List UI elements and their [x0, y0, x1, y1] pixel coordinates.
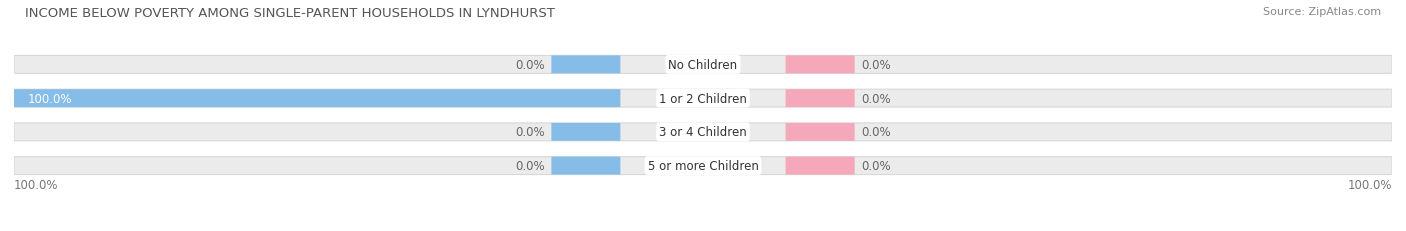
- FancyBboxPatch shape: [786, 56, 855, 74]
- FancyBboxPatch shape: [14, 56, 1392, 74]
- FancyBboxPatch shape: [786, 90, 855, 108]
- Text: No Children: No Children: [668, 59, 738, 72]
- Text: 5 or more Children: 5 or more Children: [648, 159, 758, 172]
- Text: INCOME BELOW POVERTY AMONG SINGLE-PARENT HOUSEHOLDS IN LYNDHURST: INCOME BELOW POVERTY AMONG SINGLE-PARENT…: [25, 7, 555, 20]
- Text: 0.0%: 0.0%: [515, 126, 544, 139]
- FancyBboxPatch shape: [551, 123, 620, 141]
- Text: 1 or 2 Children: 1 or 2 Children: [659, 92, 747, 105]
- FancyBboxPatch shape: [14, 90, 620, 108]
- Text: 3 or 4 Children: 3 or 4 Children: [659, 126, 747, 139]
- FancyBboxPatch shape: [551, 157, 620, 175]
- Text: 0.0%: 0.0%: [515, 159, 544, 172]
- Text: 0.0%: 0.0%: [862, 92, 891, 105]
- FancyBboxPatch shape: [14, 123, 1392, 141]
- Text: 0.0%: 0.0%: [862, 126, 891, 139]
- FancyBboxPatch shape: [14, 157, 1392, 175]
- FancyBboxPatch shape: [14, 90, 1392, 108]
- FancyBboxPatch shape: [786, 123, 855, 141]
- Text: 100.0%: 100.0%: [28, 92, 72, 105]
- Text: 0.0%: 0.0%: [862, 59, 891, 72]
- FancyBboxPatch shape: [551, 56, 620, 74]
- Text: 100.0%: 100.0%: [1347, 178, 1392, 191]
- FancyBboxPatch shape: [786, 157, 855, 175]
- Text: 0.0%: 0.0%: [515, 59, 544, 72]
- Text: Source: ZipAtlas.com: Source: ZipAtlas.com: [1263, 7, 1381, 17]
- Text: 0.0%: 0.0%: [862, 159, 891, 172]
- Text: 100.0%: 100.0%: [14, 178, 59, 191]
